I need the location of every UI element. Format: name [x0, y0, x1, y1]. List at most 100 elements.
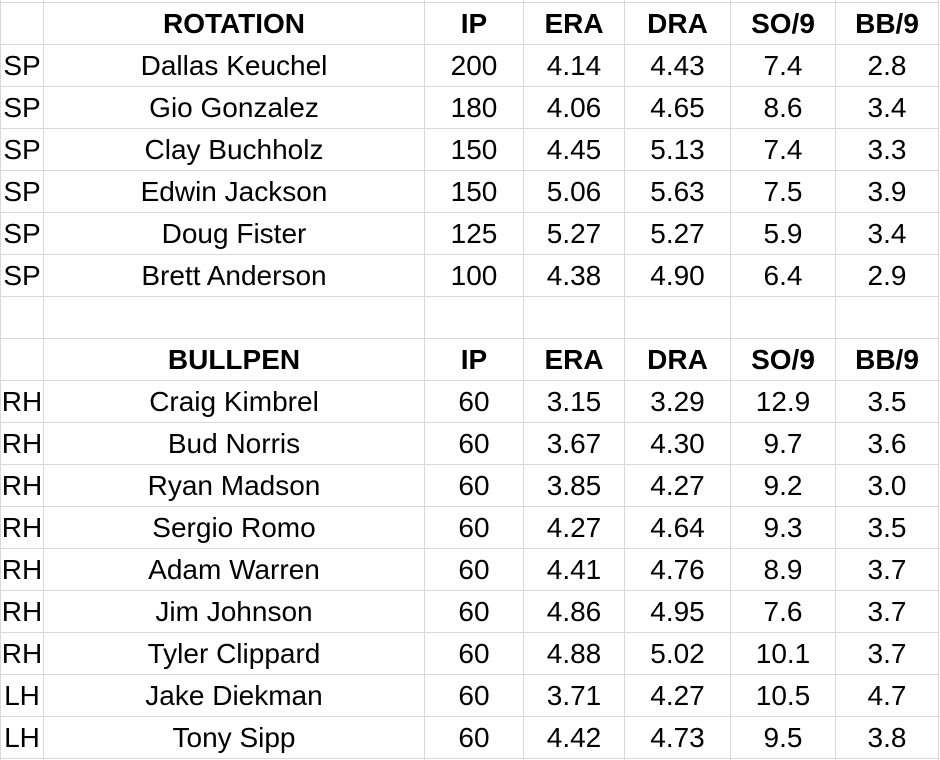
stat-header-bb9[interactable]: BB/9: [835, 338, 939, 381]
position-cell[interactable]: SP: [0, 86, 44, 129]
bb9-cell[interactable]: 3.9: [835, 170, 939, 213]
bb9-cell[interactable]: 3.6: [835, 422, 939, 465]
stat-header-dra[interactable]: DRA: [624, 2, 731, 45]
empty-cell[interactable]: [0, 296, 44, 339]
stat-header-era[interactable]: ERA: [523, 2, 625, 45]
player-name-cell[interactable]: Gio Gonzalez: [43, 86, 425, 129]
so9-cell[interactable]: 7.6: [730, 590, 836, 633]
era-cell[interactable]: 3.71: [523, 674, 625, 717]
era-cell[interactable]: 3.15: [523, 380, 625, 423]
dra-cell[interactable]: 5.27: [624, 212, 731, 255]
player-name-cell[interactable]: Jim Johnson: [43, 590, 425, 633]
so9-cell[interactable]: 7.4: [730, 128, 836, 171]
era-cell[interactable]: 4.14: [523, 44, 625, 87]
era-cell[interactable]: 4.41: [523, 548, 625, 591]
so9-cell[interactable]: 7.5: [730, 170, 836, 213]
empty-cell[interactable]: [523, 296, 625, 339]
dra-cell[interactable]: 4.27: [624, 674, 731, 717]
dra-cell[interactable]: 4.30: [624, 422, 731, 465]
stat-header-ip[interactable]: IP: [424, 338, 524, 381]
player-name-cell[interactable]: Sergio Romo: [43, 506, 425, 549]
so9-cell[interactable]: 7.4: [730, 44, 836, 87]
dra-cell[interactable]: 4.27: [624, 464, 731, 507]
dra-cell[interactable]: 4.43: [624, 44, 731, 87]
position-cell[interactable]: RH: [0, 632, 44, 675]
empty-cell[interactable]: [835, 296, 939, 339]
dra-cell[interactable]: 4.95: [624, 590, 731, 633]
player-name-cell[interactable]: Ryan Madson: [43, 464, 425, 507]
player-name-cell[interactable]: Tyler Clippard: [43, 632, 425, 675]
player-name-cell[interactable]: Jake Diekman: [43, 674, 425, 717]
ip-cell[interactable]: 60: [424, 380, 524, 423]
position-cell[interactable]: RH: [0, 506, 44, 549]
stat-header-so9[interactable]: SO/9: [730, 2, 836, 45]
era-cell[interactable]: 4.38: [523, 254, 625, 297]
dra-cell[interactable]: 4.90: [624, 254, 731, 297]
stat-header-dra[interactable]: DRA: [624, 338, 731, 381]
stat-header-bb9[interactable]: BB/9: [835, 2, 939, 45]
bb9-cell[interactable]: 3.8: [835, 716, 939, 759]
era-cell[interactable]: 5.27: [523, 212, 625, 255]
bb9-cell[interactable]: 3.5: [835, 506, 939, 549]
player-name-cell[interactable]: Tony Sipp: [43, 716, 425, 759]
era-cell[interactable]: 4.88: [523, 632, 625, 675]
era-cell[interactable]: 4.86: [523, 590, 625, 633]
ip-cell[interactable]: 200: [424, 44, 524, 87]
player-name-cell[interactable]: Dallas Keuchel: [43, 44, 425, 87]
player-name-cell[interactable]: Doug Fister: [43, 212, 425, 255]
player-name-cell[interactable]: Bud Norris: [43, 422, 425, 465]
ip-cell[interactable]: 60: [424, 548, 524, 591]
corner-empty-cell[interactable]: [0, 2, 44, 45]
bb9-cell[interactable]: 3.7: [835, 632, 939, 675]
bb9-cell[interactable]: 3.0: [835, 464, 939, 507]
era-cell[interactable]: 4.27: [523, 506, 625, 549]
section-title-cell[interactable]: BULLPEN: [43, 338, 425, 381]
position-cell[interactable]: RH: [0, 548, 44, 591]
bb9-cell[interactable]: 3.3: [835, 128, 939, 171]
player-name-cell[interactable]: Clay Buchholz: [43, 128, 425, 171]
so9-cell[interactable]: 9.7: [730, 422, 836, 465]
dra-cell[interactable]: 5.02: [624, 632, 731, 675]
so9-cell[interactable]: 9.3: [730, 506, 836, 549]
ip-cell[interactable]: 60: [424, 632, 524, 675]
so9-cell[interactable]: 9.5: [730, 716, 836, 759]
empty-cell[interactable]: [43, 296, 425, 339]
position-cell[interactable]: SP: [0, 44, 44, 87]
ip-cell[interactable]: 60: [424, 590, 524, 633]
ip-cell[interactable]: 60: [424, 716, 524, 759]
dra-cell[interactable]: 4.76: [624, 548, 731, 591]
bb9-cell[interactable]: 4.7: [835, 674, 939, 717]
position-cell[interactable]: SP: [0, 254, 44, 297]
stat-header-so9[interactable]: SO/9: [730, 338, 836, 381]
ip-cell[interactable]: 125: [424, 212, 524, 255]
position-cell[interactable]: RH: [0, 590, 44, 633]
player-name-cell[interactable]: Craig Kimbrel: [43, 380, 425, 423]
era-cell[interactable]: 4.06: [523, 86, 625, 129]
ip-cell[interactable]: 60: [424, 422, 524, 465]
so9-cell[interactable]: 6.4: [730, 254, 836, 297]
dra-cell[interactable]: 4.64: [624, 506, 731, 549]
ip-cell[interactable]: 60: [424, 464, 524, 507]
player-name-cell[interactable]: Brett Anderson: [43, 254, 425, 297]
player-name-cell[interactable]: Edwin Jackson: [43, 170, 425, 213]
so9-cell[interactable]: 10.5: [730, 674, 836, 717]
ip-cell[interactable]: 60: [424, 506, 524, 549]
so9-cell[interactable]: 9.2: [730, 464, 836, 507]
ip-cell[interactable]: 100: [424, 254, 524, 297]
bb9-cell[interactable]: 3.4: [835, 86, 939, 129]
ip-cell[interactable]: 150: [424, 128, 524, 171]
position-cell[interactable]: SP: [0, 170, 44, 213]
era-cell[interactable]: 5.06: [523, 170, 625, 213]
dra-cell[interactable]: 4.73: [624, 716, 731, 759]
position-cell[interactable]: LH: [0, 716, 44, 759]
empty-cell[interactable]: [624, 296, 731, 339]
era-cell[interactable]: 3.85: [523, 464, 625, 507]
era-cell[interactable]: 4.42: [523, 716, 625, 759]
corner-empty-cell[interactable]: [0, 338, 44, 381]
bb9-cell[interactable]: 2.8: [835, 44, 939, 87]
stat-header-ip[interactable]: IP: [424, 2, 524, 45]
position-cell[interactable]: LH: [0, 674, 44, 717]
so9-cell[interactable]: 8.6: [730, 86, 836, 129]
bb9-cell[interactable]: 3.7: [835, 590, 939, 633]
dra-cell[interactable]: 5.13: [624, 128, 731, 171]
